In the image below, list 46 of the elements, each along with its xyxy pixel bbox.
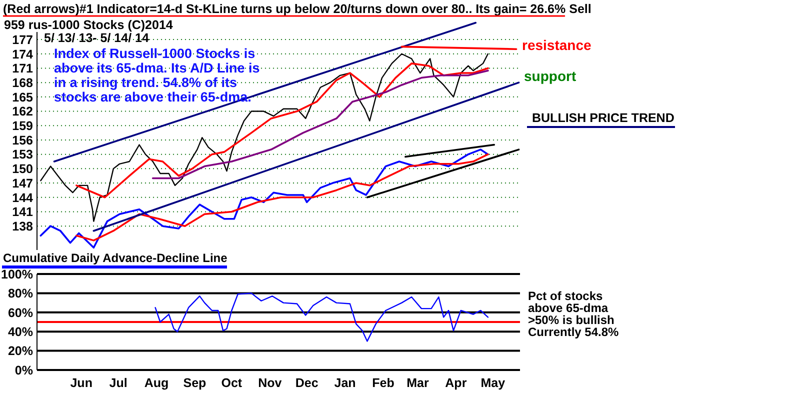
x-tick-label: May <box>480 376 506 390</box>
y-tick-label: 171 <box>12 62 34 76</box>
y-tick-label: 177 <box>12 32 34 47</box>
y-tick-label: 60% <box>8 306 33 320</box>
y-tick-label: 138 <box>12 219 34 234</box>
y-tick-label: 168 <box>12 76 34 90</box>
annotation: 5/ 13/ 13- 5/ 14/ 14 <box>44 31 149 45</box>
y-tick-label: 162 <box>12 104 34 119</box>
y-tick-label: 100% <box>1 267 33 282</box>
y-tick-label: 141 <box>12 205 34 220</box>
text: >50% is bullish <box>528 313 614 327</box>
x-tick-label: Sep <box>183 376 207 390</box>
line-series <box>40 148 489 249</box>
chart-title: (Red arrows)#1 Indicator=14-d St-KLine turns up below 20/turns down over 80.. Its gain= 26.6% Sell <box>3 2 592 16</box>
x-tick-label: Jan <box>334 376 356 390</box>
text: Pct of stocks above 65-dma <box>528 289 608 315</box>
text: Cumulative Daily Advance-Decline Line <box>3 251 228 265</box>
x-tick-label: Oct <box>221 376 243 390</box>
x-tick-label: Jun <box>70 376 92 390</box>
x-tick-label: Mar <box>406 376 429 390</box>
x-tick-label: Feb <box>372 376 395 390</box>
y-tick-label: 174 <box>12 47 34 62</box>
y-tick-label: 156 <box>12 133 34 148</box>
text: Currently 54.8% <box>528 325 620 339</box>
x-tick-label: Apr <box>445 376 467 390</box>
y-tick-label: 20% <box>8 344 33 358</box>
x-tick-label: Jul <box>109 376 128 390</box>
y-tick-label: 80% <box>8 286 33 301</box>
y-tick-label: 147 <box>12 176 34 190</box>
text: BULLISH PRICE TREND <box>532 111 674 125</box>
y-tick-label: 40% <box>8 324 33 339</box>
annotation: Index of Russell-1000 Stocks is above its 65-dma. Its A/D Line is in a rising trend. 54.8% of its stocks are above their 65-dma. <box>54 46 260 104</box>
text: resistance <box>522 37 592 53</box>
y-tick-label: 150 <box>12 162 34 176</box>
y-tick-label: 0% <box>14 363 33 378</box>
x-tick-label: Aug <box>144 376 169 390</box>
x-tick-label: Dec <box>295 376 318 390</box>
y-tick-label: 159 <box>12 119 34 134</box>
y-tick-label: 165 <box>12 90 34 104</box>
x-tick-label: Nov <box>258 376 282 390</box>
chart-subtitle: 959 rus-1000 Stocks (C)2014 <box>4 18 173 32</box>
y-tick-label: 144 <box>12 190 34 205</box>
text: support <box>524 68 576 84</box>
line-series <box>76 153 489 242</box>
line-series <box>154 292 489 342</box>
y-tick-label: 153 <box>12 148 34 162</box>
